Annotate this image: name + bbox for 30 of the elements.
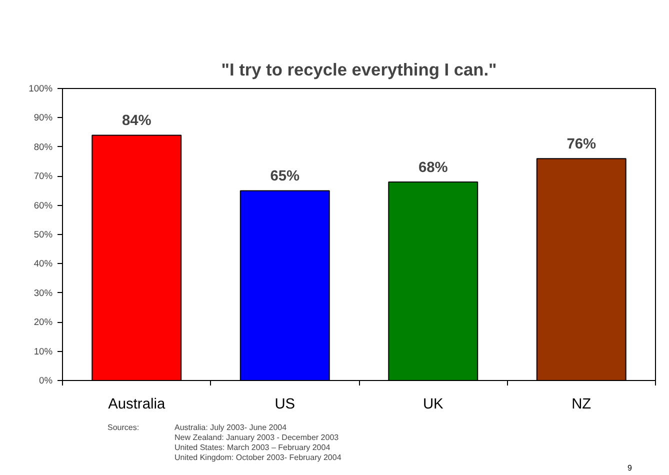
x-tick-label: US (274, 396, 296, 412)
y-tick-label: 20% (34, 317, 52, 328)
data-label: 68% (418, 160, 448, 176)
x-tick-label: UK (422, 396, 444, 412)
bar (92, 134, 182, 380)
text: New Zealand: January 2003 - December 2003 (174, 433, 340, 442)
bar (240, 190, 330, 380)
chart-title: "I try to recycle everything I can." (221, 60, 497, 80)
y-tick-label: 0% (39, 376, 52, 386)
y-tick-label: 50% (34, 230, 52, 240)
data-label: 65% (270, 168, 300, 185)
text: United States: March 2003 – February 2004 (174, 443, 331, 452)
bar (536, 158, 626, 380)
bar (388, 181, 478, 380)
y-tick-label: 100% (28, 84, 52, 94)
data-label: 84% (122, 113, 152, 130)
text: United Kingdom: October 2003- February 2004 (174, 453, 342, 462)
y-tick-label: 90% (34, 112, 52, 123)
y-tick-label: 40% (34, 258, 52, 269)
x-tick-label: Australia (108, 396, 166, 412)
source-note: Sources: (108, 423, 140, 432)
text: Australia: July 2003- June 2004 (174, 423, 288, 432)
y-tick-label: 70% (34, 171, 52, 182)
y-tick-label: 10% (34, 346, 52, 356)
x-tick-label: NZ (572, 396, 592, 412)
y-tick-label: 30% (34, 288, 52, 298)
text: 9 (628, 464, 632, 472)
y-tick-label: 80% (34, 142, 52, 152)
y-tick-label: 60% (34, 200, 52, 210)
data-label: 76% (566, 136, 596, 153)
